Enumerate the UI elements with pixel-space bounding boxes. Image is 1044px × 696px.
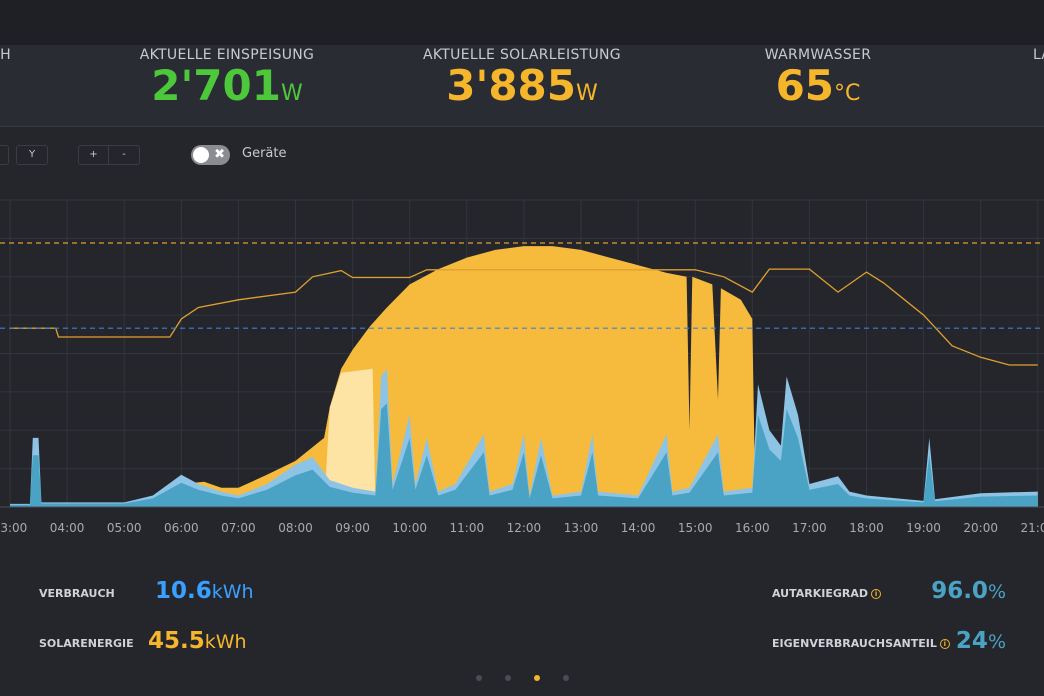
zoom-in-button[interactable]: + — [78, 145, 109, 165]
x-tick-label: 05:00 — [107, 521, 142, 535]
unit: % — [987, 581, 1006, 603]
info-icon[interactable]: i — [871, 589, 882, 599]
value: 24 — [955, 628, 988, 654]
x-tick-label: 08:00 — [278, 521, 313, 535]
autarkiegrad-value: 96.0% — [931, 578, 1006, 604]
stat-unit: W — [576, 81, 598, 106]
x-tick-label: 04:00 — [50, 521, 85, 535]
x-tick-label: 16:00 — [735, 521, 770, 535]
close-icon: ✖ — [214, 147, 225, 162]
info-icon[interactable]: i — [939, 639, 950, 649]
stat-label: CH — [0, 47, 11, 63]
stat-einspeisung: AKTUELLE EINSPEISUNG 2'701W — [140, 47, 314, 117]
temperature-line — [10, 268, 1038, 366]
x-tick-label: 18:00 — [849, 521, 884, 535]
stats-panel: CH AKTUELLE EINSPEISUNG 2'701W AKTUELLE … — [0, 45, 1044, 127]
value: 96.0 — [931, 578, 988, 604]
stat-cut-left: CH — [0, 47, 11, 63]
solarenergie-label: SOLARENERGIE — [39, 637, 134, 650]
stat-unit: W — [280, 81, 303, 106]
energy-chart: 03:00 04:00 05:00 06:00 07:00 08:00 09:00 10:00… — [0, 199, 1044, 535]
x-tick-label: 03:00 — [0, 521, 27, 535]
stat-value: 3'885 — [446, 61, 576, 110]
x-tick-label: 10:00 — [392, 521, 427, 535]
value: 10.6 — [155, 578, 212, 604]
stat-label: WARMWASSER — [764, 47, 872, 63]
x-tick-label: 07:00 — [221, 521, 256, 535]
unit: kWh — [204, 631, 247, 653]
x-tick-label: 09:00 — [335, 521, 370, 535]
x-tick-label: 13:00 — [564, 521, 599, 535]
autarkiegrad-label: AUTARKIEGRAD i — [772, 587, 882, 600]
stat-solarleistung: AKTUELLE SOLARLEISTUNG 3'885W — [423, 47, 621, 117]
range-button-prev[interactable] — [0, 145, 9, 165]
unit: kWh — [211, 581, 254, 603]
toggle-knob — [193, 147, 209, 163]
stat-unit: °C — [834, 81, 861, 106]
range-button-year[interactable]: Y — [16, 145, 48, 165]
verbrauch-label: VERBRAUCH — [39, 587, 115, 600]
pager-dot[interactable] — [476, 675, 482, 681]
x-tick-label: 14:00 — [621, 521, 656, 535]
stat-label: AKTUELLE SOLARLEISTUNG — [423, 47, 621, 63]
eigenverbrauch-label: EIGENVERBRAUCHSANTEIL i — [772, 637, 950, 650]
devices-toggle[interactable]: ✖ — [191, 145, 230, 165]
label: EIGENVERBRAUCHSANTEIL — [772, 637, 937, 650]
stat-warmwasser: WARMWASSER 65°C — [765, 47, 871, 117]
x-tick-label: 15:00 — [678, 521, 713, 535]
stat-label: LA — [1033, 47, 1044, 63]
solarenergie-value: 45.5kWh — [148, 628, 247, 654]
pager-dot-active[interactable] — [534, 675, 540, 681]
verbrauch-value: 10.6kWh — [155, 578, 254, 604]
solar-area — [10, 246, 1038, 507]
label: AUTARKIEGRAD — [772, 587, 869, 600]
x-tick-label: 17:00 — [792, 521, 827, 535]
stat-label: AKTUELLE EINSPEISUNG — [139, 47, 315, 63]
devices-toggle-label: Geräte — [242, 146, 287, 161]
pager-dot[interactable] — [505, 675, 511, 681]
unit: % — [987, 631, 1006, 653]
zoom-out-button[interactable]: - — [109, 145, 140, 165]
stat-value: 65 — [775, 61, 835, 110]
stat-cut-right: LA — [1033, 47, 1044, 63]
x-tick-label: 11:00 — [450, 521, 485, 535]
x-tick-label: 19:00 — [906, 521, 941, 535]
stat-value: 2'701 — [151, 61, 281, 110]
value: 45.5 — [148, 628, 205, 654]
top-bar — [0, 0, 1044, 45]
x-tick-label: 12:00 — [507, 521, 542, 535]
x-tick-label: 06:00 — [164, 521, 199, 535]
pager-dot[interactable] — [563, 675, 569, 681]
x-tick-label: 21:00 — [1021, 521, 1044, 535]
x-tick-label: 20:00 — [963, 521, 998, 535]
consumption-area — [10, 403, 1038, 507]
eigenverbrauch-value: 24% — [956, 628, 1006, 654]
